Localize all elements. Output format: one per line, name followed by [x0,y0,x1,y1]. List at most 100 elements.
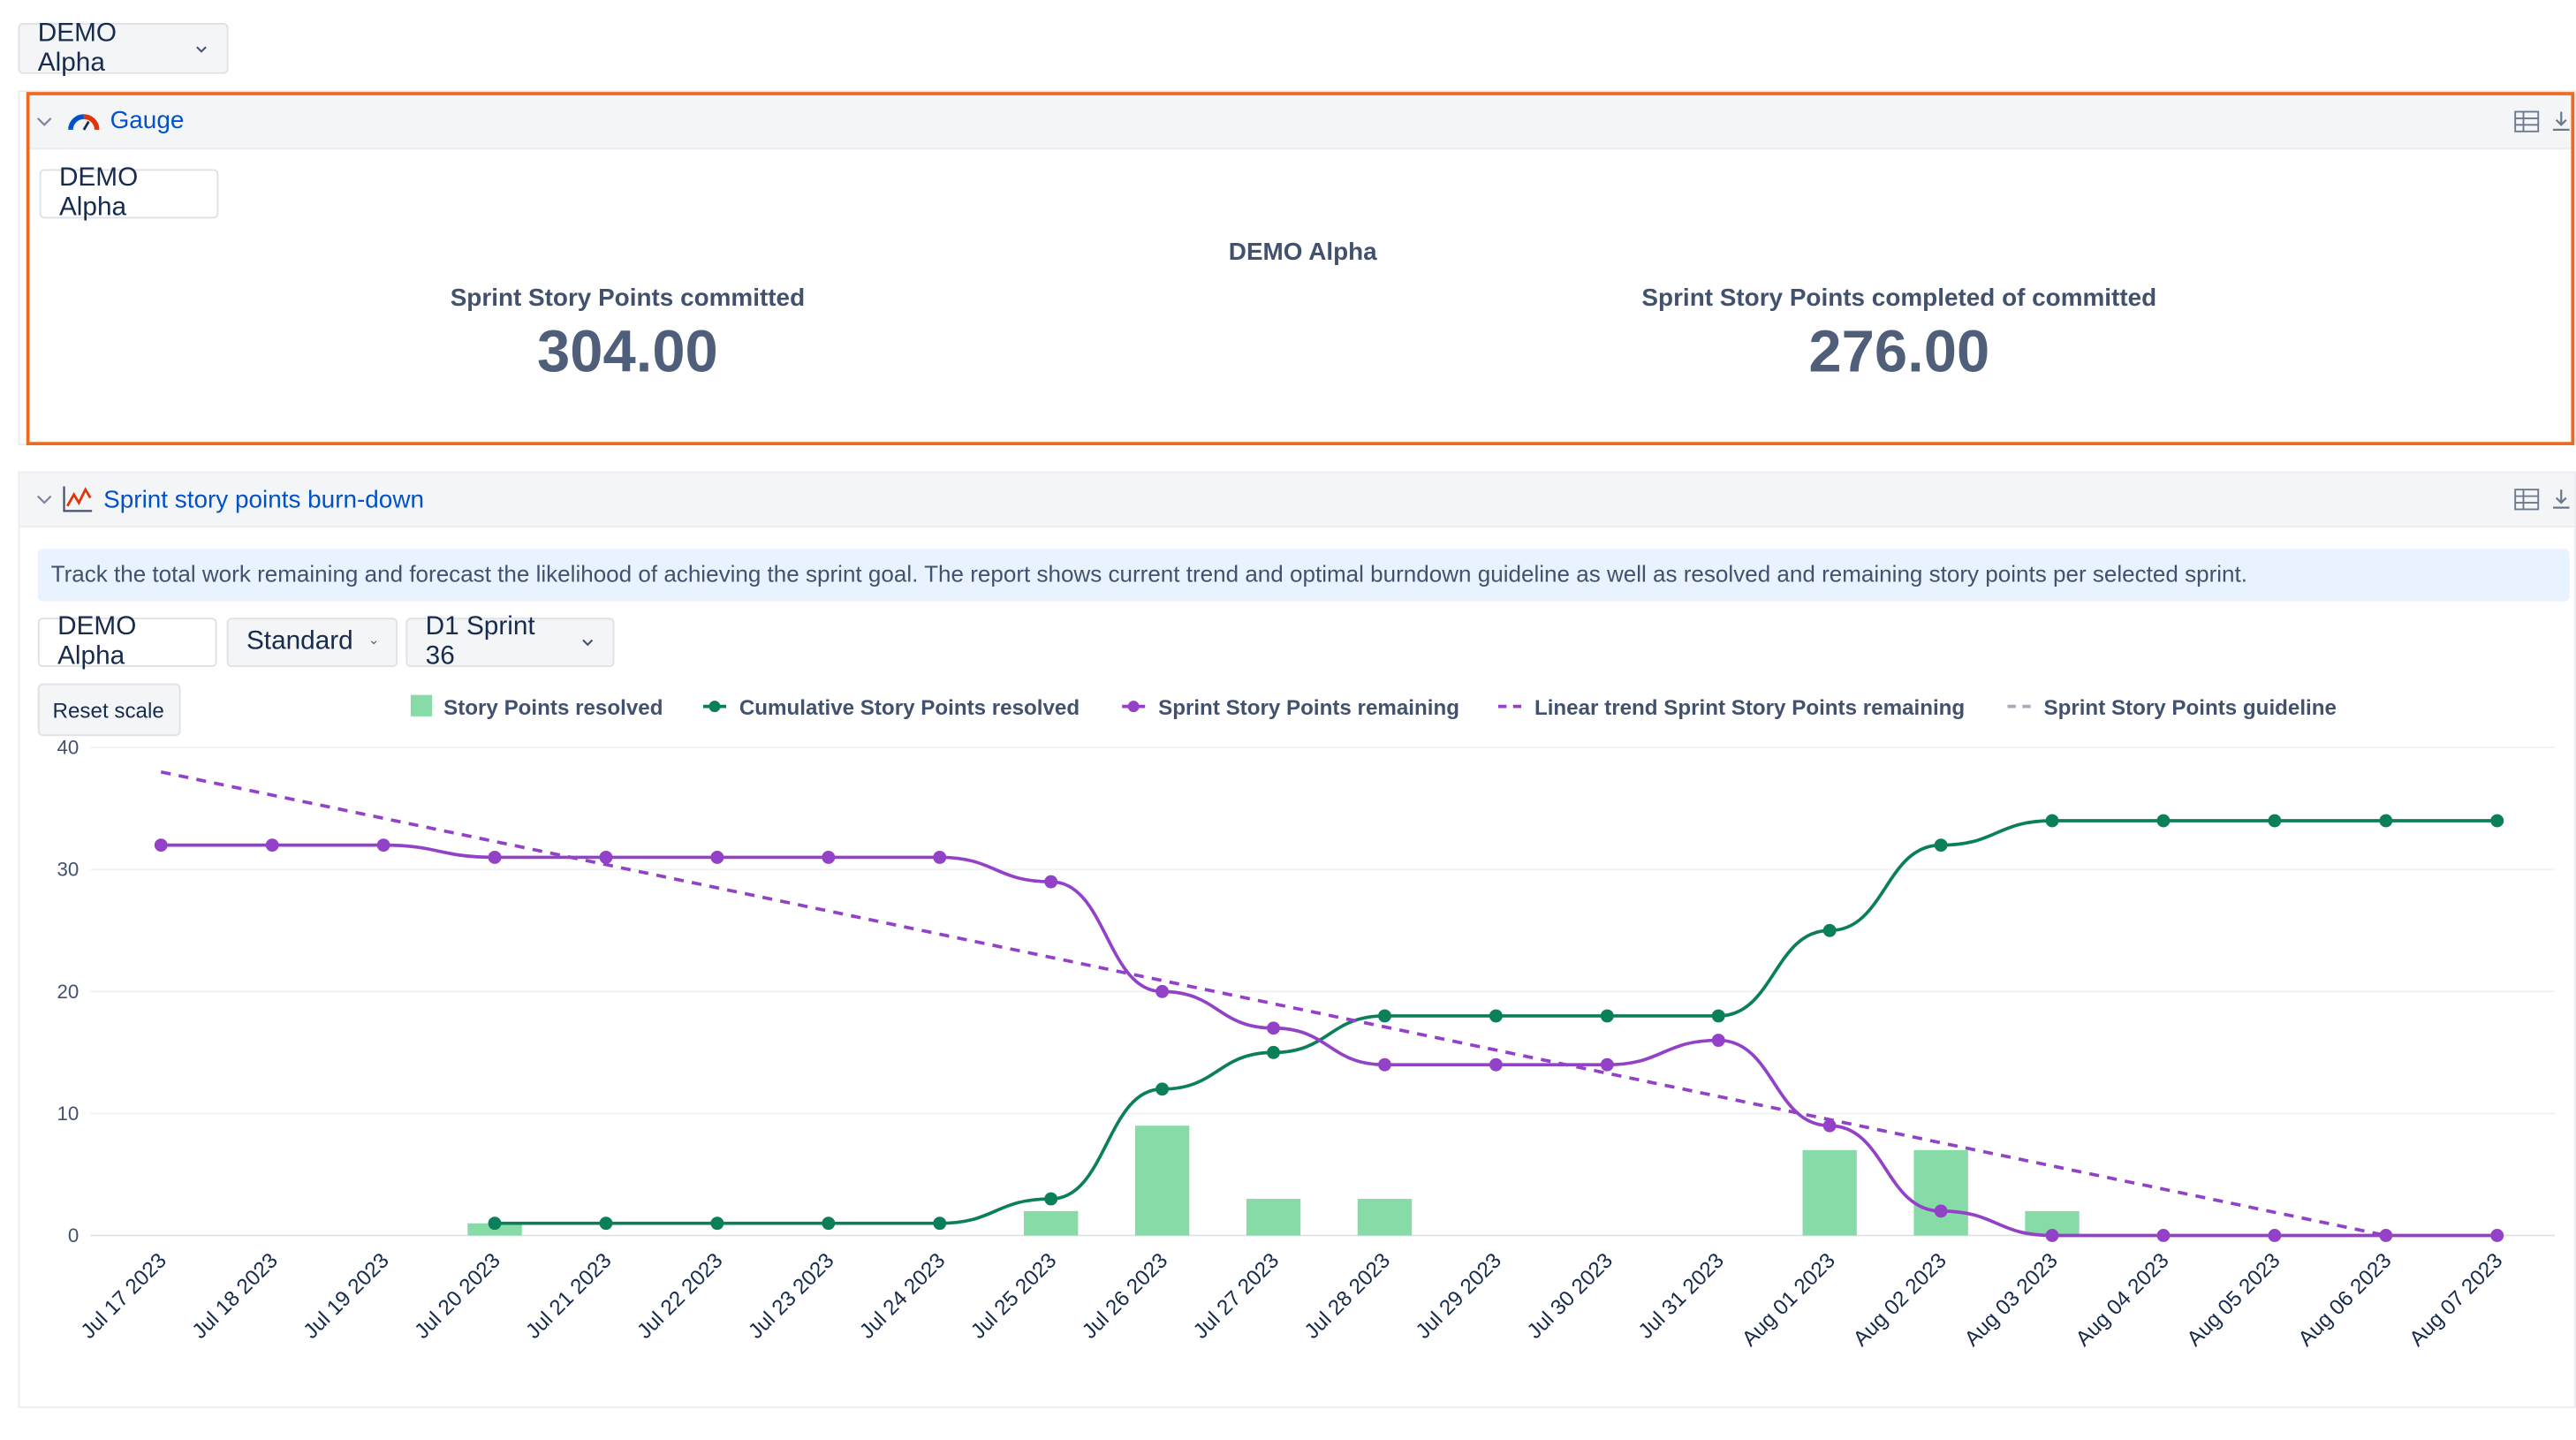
chevron [581,639,593,647]
gauge-subtitle: DEMO Alpha [1228,238,1377,267]
data-point [1155,1082,1170,1096]
x-tick-label: Aug 01 2023 [1738,1248,1840,1351]
data-point [933,850,947,864]
description-banner: Track the total work remaining and forec… [37,549,2570,602]
button-label: Reset scale [52,697,164,723]
panel-title[interactable]: Sprint story points burn-down [103,485,425,514]
selector-label: Standard [246,627,353,656]
y-tick-label: 30 [57,859,79,881]
table-icon[interactable] [2513,488,2540,511]
reset-scale-button[interactable]: Reset scale [37,683,181,737]
data-point [1600,1057,1614,1072]
gauge-header: Gauge [26,94,2573,150]
board-selector[interactable]: Standard [226,618,398,668]
data-point [2045,814,2059,828]
data-point [599,850,613,864]
burndown-header: Sprint story points burn-down [19,473,2575,527]
bar [1134,1125,1190,1236]
data-point [1378,1057,1391,1072]
data-point [376,838,390,853]
download-icon[interactable] [2549,110,2572,133]
selector-label: DEMO Alpha [58,163,139,223]
x-tick-label: Aug 05 2023 [2183,1248,2285,1351]
legend-swatch [708,701,721,713]
data-point [1822,923,1837,937]
x-tick-label: Jul 28 2023 [1300,1248,1395,1343]
bar [1357,1199,1413,1236]
data-point [1934,1204,1948,1218]
x-tick-label: Aug 07 2023 [2405,1248,2507,1351]
data-point [1711,1009,1725,1023]
data-point [1711,1034,1725,1048]
data-point [2379,814,2393,828]
data-point [1489,1057,1503,1072]
selector-label: DEMO Alpha [57,612,137,671]
download-icon[interactable] [2549,488,2572,511]
burndown-panel [18,471,2576,1408]
x-tick-label: Jul 31 2023 [1634,1248,1729,1343]
data-point [2379,1229,2393,1242]
data-point [822,1216,836,1231]
data-point [710,1216,724,1231]
data-point [1489,1009,1503,1023]
metric-value: 304.00 [537,316,718,385]
data-point [154,838,168,853]
data-point [1378,1009,1391,1023]
bar [1913,1149,1968,1236]
data-point [1822,1118,1837,1133]
legend-swatch [410,694,433,716]
metric-label: Sprint Story Points committed [450,284,806,313]
bar [1023,1210,1079,1236]
data-point [1267,1045,1280,1059]
y-tick-label: 0 [68,1224,79,1247]
data-point [2156,1229,2171,1242]
chart-icon [63,486,93,512]
metric-value: 276.00 [1808,316,1990,385]
data-point [1600,1009,1614,1023]
data-point [265,838,279,853]
data-point [599,1216,613,1231]
x-tick-label: Jul 19 2023 [299,1248,393,1343]
table-icon[interactable] [2513,110,2540,133]
legend-label: Story Points resolved [443,696,663,720]
y-tick-label: 20 [57,981,79,1003]
data-point [1267,1021,1280,1035]
x-tick-label: Jul 20 2023 [410,1248,504,1343]
data-point [2268,1229,2282,1242]
data-point [2490,814,2504,828]
data-point [488,1216,502,1231]
dropdown-label: DEMO Alpha [37,19,117,77]
x-tick-label: Aug 06 2023 [2294,1248,2397,1351]
data-point [1044,875,1058,889]
x-tick-label: Aug 02 2023 [1849,1248,1951,1351]
y-tick-label: 40 [57,737,79,759]
data-point [1155,984,1170,998]
legend-label: Sprint Story Points remaining [1158,696,1459,720]
data-point [933,1216,947,1231]
x-tick-label: Jul 23 2023 [744,1248,838,1343]
project-dropdown[interactable]: DEMO Alpha [18,19,229,76]
legend-label: Linear trend Sprint Story Points remaini… [1534,696,1965,720]
legend-swatch [1127,701,1140,713]
x-tick-label: Jul 29 2023 [1412,1248,1506,1343]
trend-line [160,769,2387,1238]
legend-label: Cumulative Story Points resolved [739,696,1080,720]
x-tick-label: Jul 22 2023 [633,1248,727,1343]
collapse-chevron[interactable] [34,111,54,131]
project-selector[interactable]: DEMO Alpha [37,613,217,671]
data-point [2045,1229,2059,1242]
x-tick-label: Jul 30 2023 [1523,1248,1618,1343]
collapse-chevron[interactable] [34,489,54,509]
data-point [1934,838,1948,853]
data-point [1044,1192,1058,1206]
gauge-selector[interactable]: DEMO Alpha [39,164,219,222]
chevron [370,640,377,645]
x-tick-label: Jul 26 2023 [1078,1248,1172,1343]
x-tick-label: Jul 17 2023 [77,1248,171,1343]
sprint-selector[interactable]: D1 Sprint 36 [405,613,615,671]
panel-title[interactable]: Gauge [110,106,185,135]
x-tick-label: Aug 03 2023 [1960,1248,2063,1351]
x-tick-label: Aug 04 2023 [2072,1248,2174,1351]
x-tick-label: Jul 25 2023 [966,1248,1061,1343]
